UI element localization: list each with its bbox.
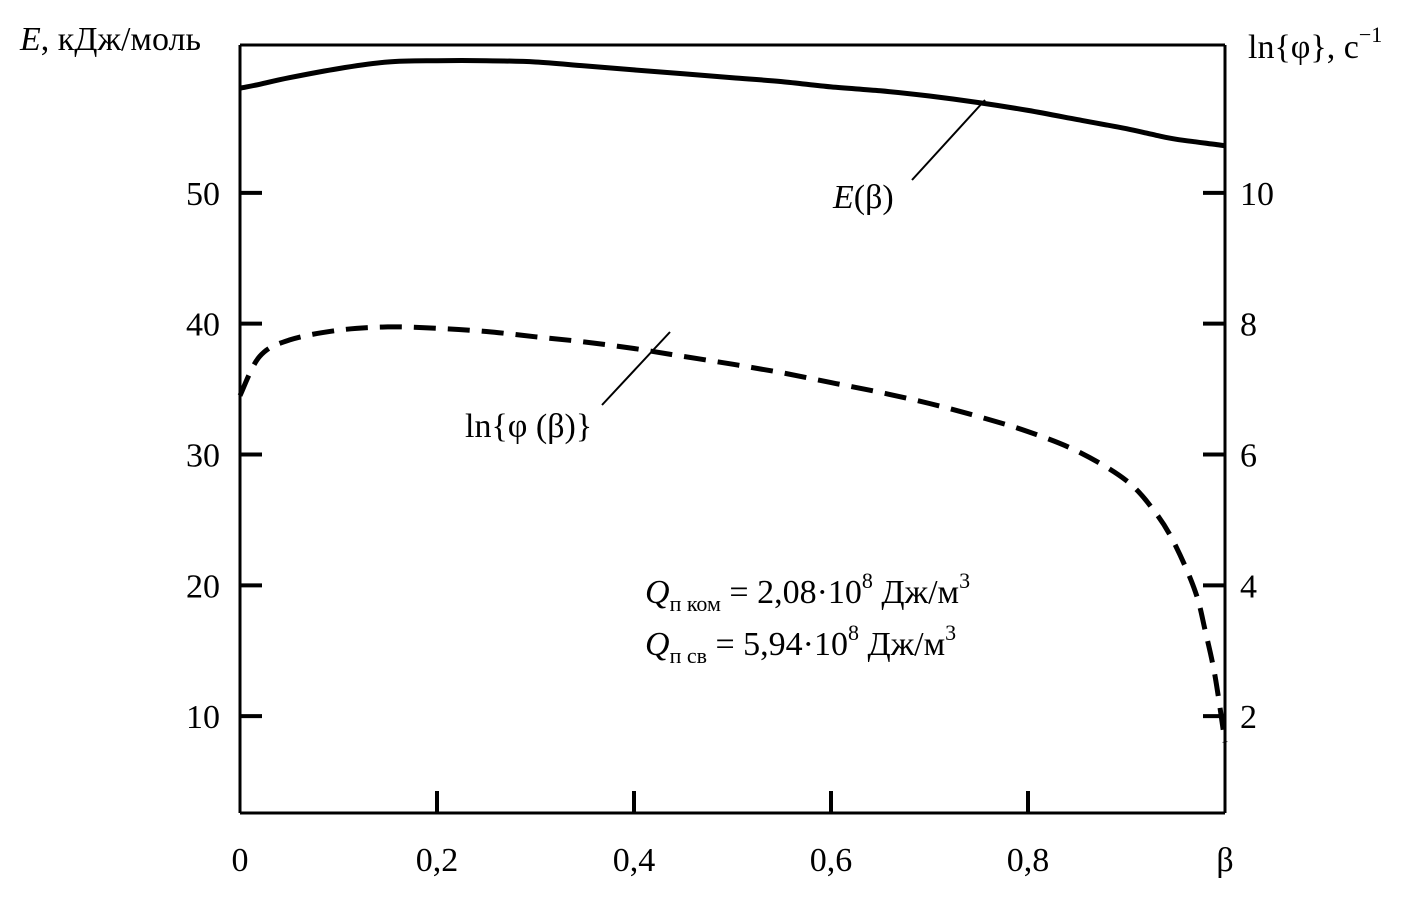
x-tick-label: 0 [232, 842, 249, 879]
left-y-tick-label: 20 [186, 568, 220, 605]
left-y-tick-label: 50 [186, 176, 220, 213]
left-y-tick-label: 30 [186, 438, 220, 475]
right-y-tick-label: 2 [1240, 699, 1257, 736]
left-axis-title: E, кДж/моль [19, 21, 201, 58]
q-sv-annotation: Qп св = 5,94·108 Дж/м3 [645, 620, 956, 668]
right-y-tick-label: 4 [1240, 568, 1257, 605]
series-line-ln-phi-beta [237, 324, 1228, 743]
right-axis-title: ln{φ}, с−1 [1248, 22, 1382, 66]
x-tick-label: 0,4 [613, 842, 656, 879]
series-line-e-beta [239, 58, 1226, 149]
right-y-tick-label: 8 [1240, 307, 1257, 344]
x-tick-label: 0,8 [1007, 842, 1050, 879]
right-y-tick-label: 6 [1240, 438, 1257, 475]
x-tick-label: 0,6 [810, 842, 853, 879]
left-y-tick-label: 40 [186, 307, 220, 344]
right-y-tick-label: 10 [1240, 176, 1274, 213]
tick-marks [240, 190, 1225, 813]
x-tick-label: β [1216, 842, 1233, 879]
q-kom-annotation: Qп ком = 2,08·108 Дж/м3 [645, 568, 970, 616]
ln-phi-leader-line [601, 331, 671, 406]
ln-phi-label: ln{φ (β)} [465, 408, 592, 445]
left-y-tick-label: 10 [186, 699, 220, 736]
e-beta-label: E(β) [832, 179, 894, 216]
e-beta-leader-line [911, 99, 986, 181]
tick-labels: 10 20 30 40 50 2 4 6 8 10 0 0,2 0,4 0,6 0,8 β [186, 176, 1274, 879]
x-tick-label: 0,2 [416, 842, 459, 879]
